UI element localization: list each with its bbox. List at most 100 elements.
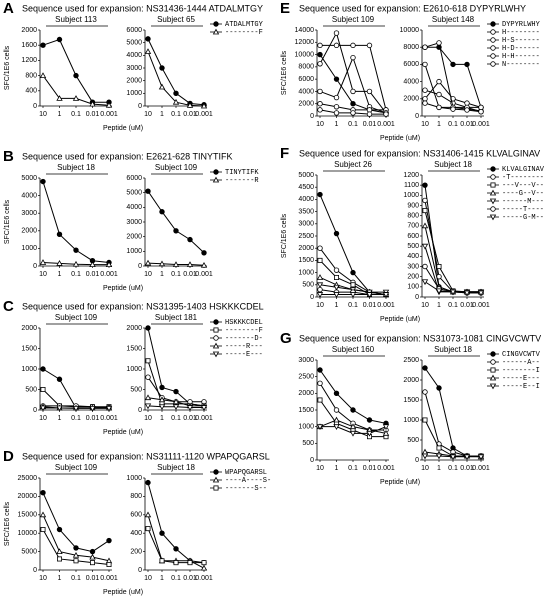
y-tick-label: 1000 xyxy=(21,245,37,252)
y-axis-label: SFC/1E6 cells xyxy=(4,501,11,546)
y-tick-label: 0 xyxy=(138,567,142,574)
marker xyxy=(317,101,323,107)
legend-marker xyxy=(489,383,497,390)
panel-letter: D xyxy=(3,448,14,465)
marker xyxy=(436,40,442,46)
y-tick-label: 2000 xyxy=(126,78,142,85)
marker xyxy=(39,72,47,78)
legend-marker xyxy=(489,198,497,205)
marker xyxy=(449,454,457,461)
x-tick-label: 0.001 xyxy=(195,415,213,422)
y-tick-label: 2500 xyxy=(298,374,314,381)
marker xyxy=(173,546,179,552)
y-tick-label: 500 xyxy=(302,282,314,289)
x-tick-label: 0.001 xyxy=(472,121,490,128)
marker xyxy=(317,397,323,403)
y-tick-label: 4500 xyxy=(298,184,314,191)
marker xyxy=(366,42,373,49)
subject-label: Subject 18 xyxy=(157,463,195,472)
marker xyxy=(317,245,323,251)
marker xyxy=(316,274,324,280)
marker xyxy=(56,231,63,238)
marker xyxy=(436,263,442,269)
y-tick-label: 2000 xyxy=(298,101,314,108)
x-tick-label: 1 xyxy=(437,302,441,309)
x-tick-label: 0.01 xyxy=(363,302,377,309)
y-tick-label: 1500 xyxy=(126,345,142,352)
y-tick-label: 1200 xyxy=(21,57,37,64)
y-tick-label: 1100 xyxy=(404,182,419,189)
marker xyxy=(105,261,113,267)
x-tick-label: 10 xyxy=(316,465,324,472)
marker xyxy=(73,545,79,551)
y-tick-label: 25000 xyxy=(18,475,38,482)
marker xyxy=(436,445,442,451)
marker xyxy=(56,526,63,533)
marker xyxy=(350,269,356,276)
subject-label: Subject 18 xyxy=(434,160,472,169)
x-tick-label: 0.1 xyxy=(348,121,358,128)
x-tick-label: 0.001 xyxy=(100,271,118,278)
marker xyxy=(106,561,112,567)
legend-label: H-------- xyxy=(502,29,540,37)
panel-title: Sequence used for expansion: E2610-618 D… xyxy=(299,3,526,13)
legend-label: N-------- xyxy=(502,61,540,69)
subject-label: Subject 18 xyxy=(57,163,95,172)
legend-label: -------S-- xyxy=(225,485,267,493)
series-line xyxy=(424,185,481,293)
marker xyxy=(317,191,323,198)
marker xyxy=(57,556,63,562)
x-tick-label: 1 xyxy=(160,575,164,582)
marker xyxy=(317,257,323,263)
y-axis-label: SFC/1E6 cells xyxy=(4,199,11,244)
legend-label: HSKKKCDEL xyxy=(225,319,263,327)
marker xyxy=(73,72,79,79)
y-tick-label: 8000 xyxy=(298,64,314,71)
x-tick-label: 1 xyxy=(437,121,441,128)
marker xyxy=(105,405,113,412)
x-tick-label: 0.1 xyxy=(171,111,181,118)
y-tick-label: 4000 xyxy=(126,204,142,211)
y-tick-label: 4000 xyxy=(21,192,37,199)
legend-label: -----E--- xyxy=(225,351,263,359)
marker xyxy=(317,367,323,373)
x-tick-label: 0.001 xyxy=(472,465,490,472)
marker xyxy=(145,479,151,486)
y-tick-label: 4000 xyxy=(298,196,314,203)
y-tick-label: 800 xyxy=(407,213,419,220)
marker xyxy=(366,292,373,298)
x-tick-label: 0.001 xyxy=(100,111,118,118)
marker xyxy=(333,424,340,430)
marker xyxy=(56,95,63,101)
legend-label: -----T---- xyxy=(502,206,544,214)
y-tick-label: 6000 xyxy=(126,27,142,34)
y-tick-label: 10000 xyxy=(18,530,38,537)
y-tick-label: 800 xyxy=(130,493,142,500)
marker xyxy=(317,380,323,387)
marker xyxy=(333,416,340,423)
legend-marker xyxy=(490,351,496,357)
x-tick-label: 0.001 xyxy=(472,302,490,309)
x-tick-label: 0.1 xyxy=(448,302,458,309)
y-tick-label: 0 xyxy=(138,103,142,110)
y-tick-label: 1600 xyxy=(21,42,37,49)
marker xyxy=(40,386,46,392)
y-axis-label: SFC/1E6 cells xyxy=(281,50,288,95)
panel-letter: F xyxy=(280,145,289,162)
marker xyxy=(333,76,340,82)
marker xyxy=(422,389,428,395)
y-tick-label: 3000 xyxy=(298,221,314,228)
marker xyxy=(333,104,340,110)
marker xyxy=(436,91,442,98)
x-tick-label: 0.001 xyxy=(195,111,213,118)
x-tick-label: 0.01 xyxy=(86,111,100,118)
legend-marker xyxy=(490,61,496,67)
legend-label: ------M--- xyxy=(502,198,544,206)
legend-marker xyxy=(212,342,220,349)
legend-marker xyxy=(490,367,496,373)
y-tick-label: 1500 xyxy=(21,345,37,352)
marker xyxy=(366,88,373,95)
x-tick-label: 0.001 xyxy=(195,575,213,582)
subject-label: Subject 65 xyxy=(157,15,195,24)
x-tick-label: 0.01 xyxy=(86,271,100,278)
